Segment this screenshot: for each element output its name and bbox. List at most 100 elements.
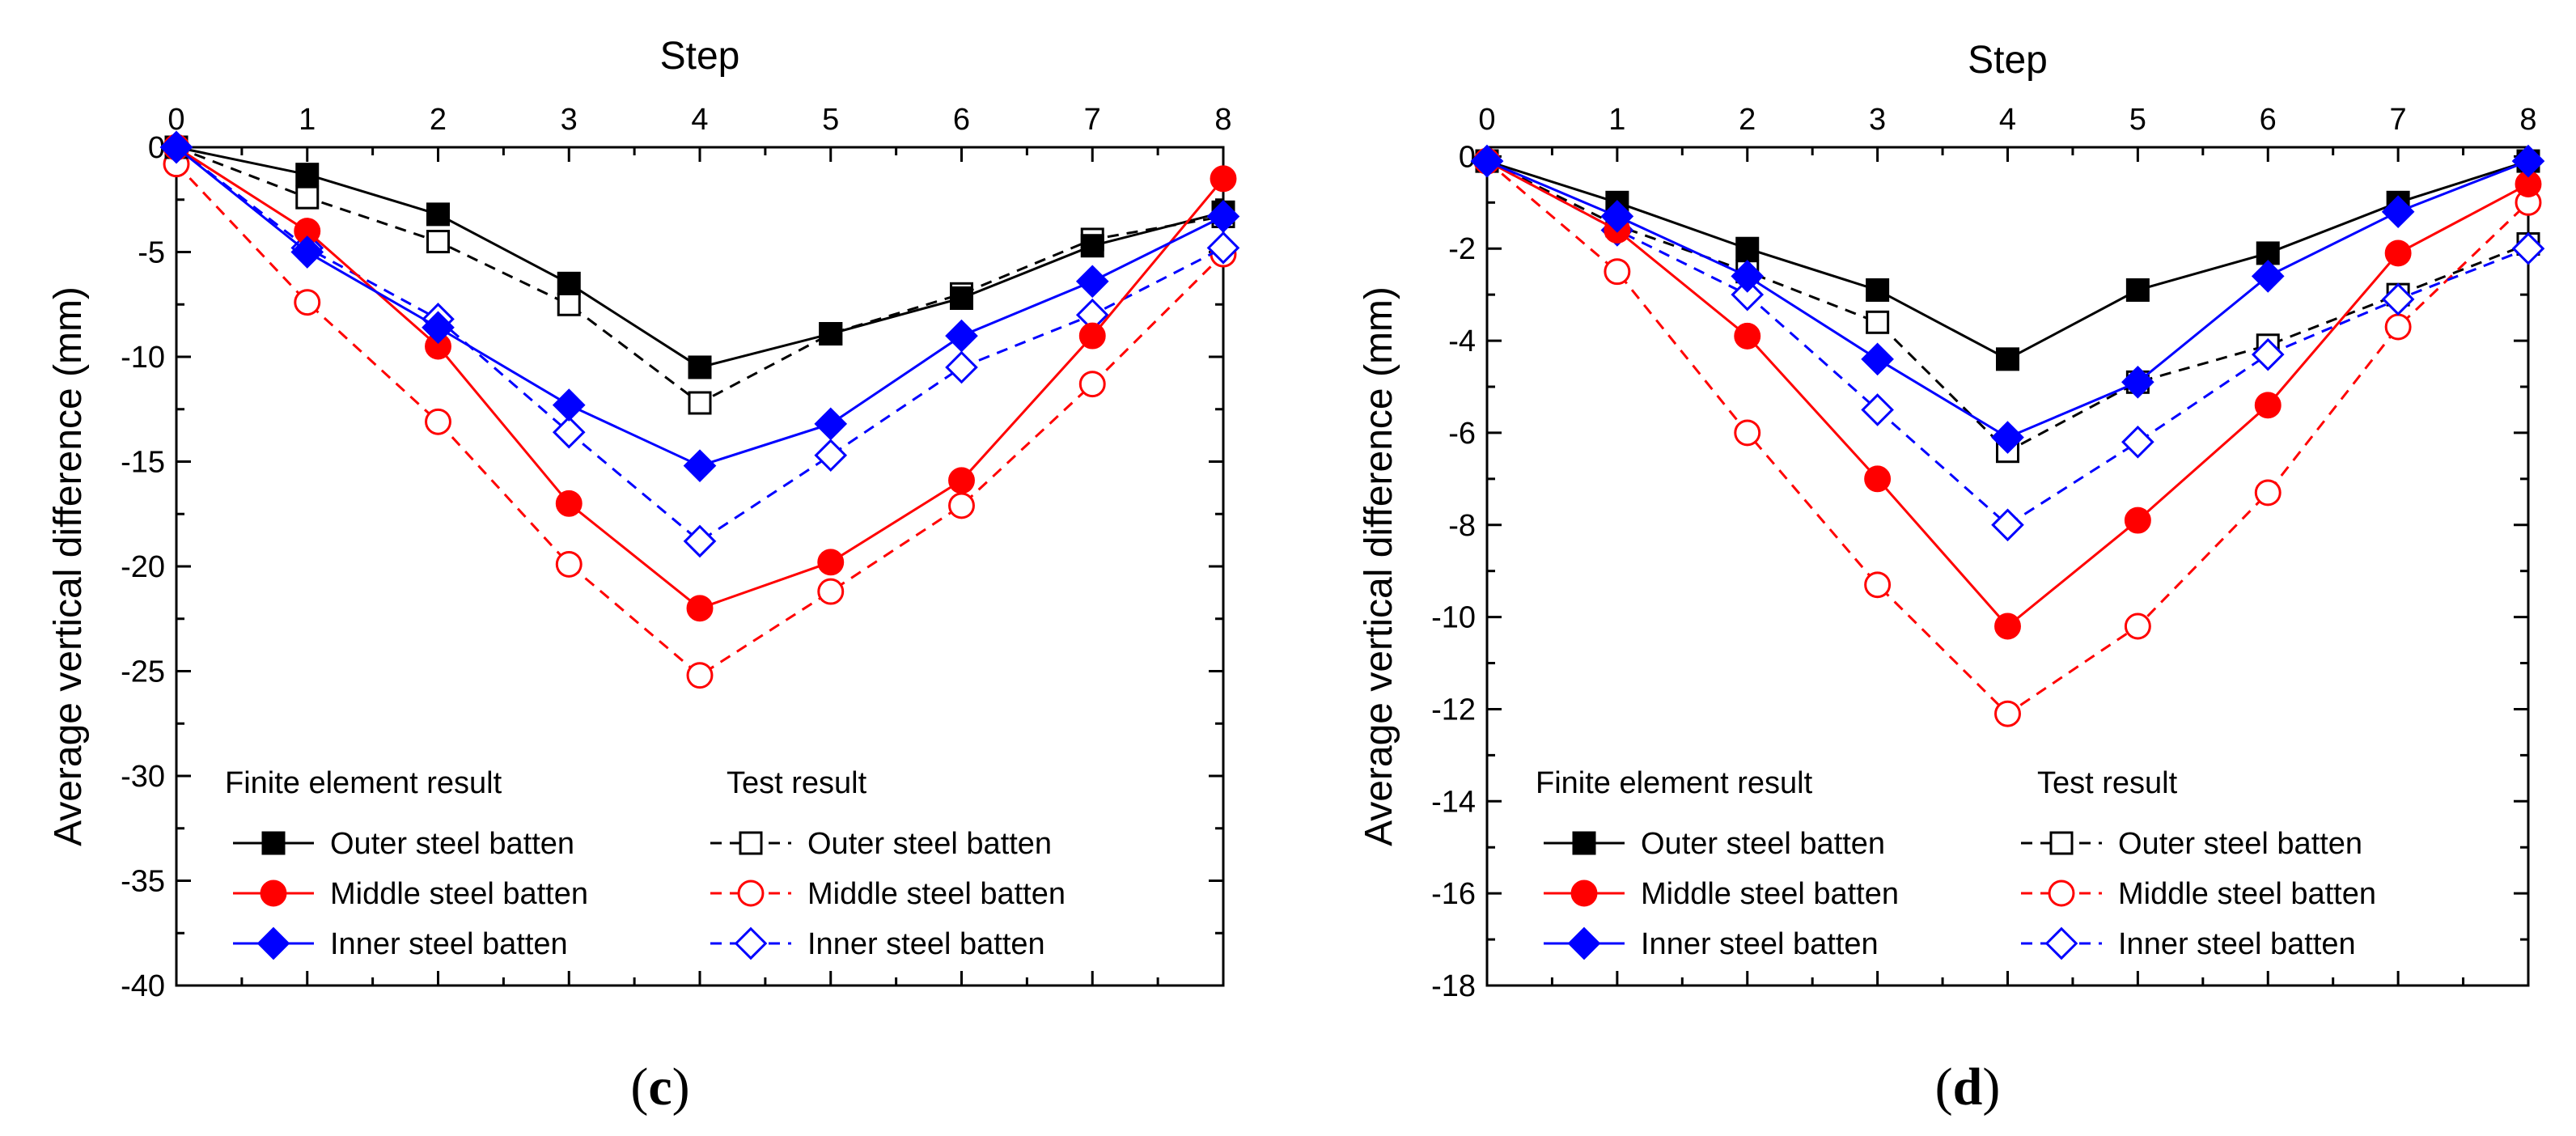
data-point <box>422 311 455 345</box>
series-fe-diamond <box>159 130 1240 483</box>
data-point <box>819 322 843 346</box>
data-point <box>688 391 712 415</box>
data-point <box>1991 421 2024 454</box>
series-line <box>176 146 1224 468</box>
legend-marker <box>2048 880 2075 907</box>
x-tick-label: 6 <box>953 103 970 137</box>
y-tick-label: -30 <box>121 760 165 794</box>
panel-label-open: ( <box>630 1058 648 1117</box>
legend-label: Inner steel batten <box>807 927 1045 961</box>
data-point <box>2125 278 2150 302</box>
data-point <box>1210 165 1237 193</box>
x-tick-label: 5 <box>2129 103 2146 137</box>
series-fe-diamond <box>1470 144 2545 454</box>
x-tick-label: 2 <box>430 103 447 137</box>
data-point <box>1861 393 1894 426</box>
y-tick-label: -4 <box>1448 324 1476 358</box>
data-point <box>945 350 978 384</box>
data-point <box>1734 322 1761 350</box>
x-tick-label: 7 <box>1084 103 1101 137</box>
legend-header: Finite element result <box>225 766 502 800</box>
y-tick-label: 0 <box>1459 140 1476 174</box>
y-tick-label: -10 <box>121 341 165 375</box>
y-tick-label: 0 <box>148 131 165 165</box>
series-line <box>176 146 1224 543</box>
data-point <box>290 235 324 269</box>
data-point <box>2121 425 2154 459</box>
data-point <box>295 163 320 187</box>
legend: Finite element result Test result Outer st… <box>225 766 1066 961</box>
legend-header: Test result <box>727 766 867 800</box>
series-line <box>176 146 1224 369</box>
x-tick-label: 5 <box>822 103 839 137</box>
legend-label: Outer steel batten <box>807 827 1052 861</box>
x-tick-label: 0 <box>1478 103 1495 137</box>
legend-marker <box>1570 880 1598 907</box>
data-point <box>2511 144 2545 178</box>
data-point <box>1866 278 1890 302</box>
series-test-circle <box>163 150 1237 689</box>
data-point <box>950 286 973 310</box>
data-point <box>686 595 714 622</box>
panel-label-letter: d <box>1953 1058 1983 1117</box>
legend-marker <box>256 926 290 960</box>
legend-marker <box>2044 926 2078 960</box>
x-axis-title: Step <box>660 35 740 78</box>
data-point <box>557 271 581 295</box>
y-axis: 0 -2 -4 -6 -8 -10 -12 -14 -16 -18 <box>1431 140 2528 1003</box>
x-tick-label: 8 <box>1214 103 1231 137</box>
data-point <box>2511 231 2545 265</box>
y-axis-title: Average vertical difference (mm) <box>47 286 90 846</box>
y-axis-title: Average vertical difference (mm) <box>1358 286 1400 846</box>
legend-label: Outer steel batten <box>330 827 574 861</box>
panel-label-open: ( <box>1935 1058 1953 1117</box>
data-point <box>1734 419 1761 447</box>
data-point <box>159 130 193 164</box>
series-line <box>1486 159 2529 361</box>
x-tick-label: 1 <box>299 103 316 137</box>
y-tick-label: -18 <box>1431 969 1476 1003</box>
x-tick-label: 0 <box>167 103 184 137</box>
x-axis-title: Step <box>1968 39 2048 82</box>
panel-label-close: ) <box>672 1058 690 1117</box>
data-point <box>1991 508 2024 542</box>
series-line <box>1486 159 2529 453</box>
data-point <box>426 230 450 254</box>
data-point <box>1996 347 2019 371</box>
data-point <box>295 185 320 210</box>
data-point <box>1075 265 1109 299</box>
y-tick-label: -40 <box>121 969 165 1003</box>
panel-label-letter: c <box>648 1058 672 1117</box>
data-point <box>814 439 848 473</box>
x-tick-label: 4 <box>1999 103 2016 137</box>
data-point <box>683 524 717 558</box>
x-tick-label: 3 <box>1869 103 1886 137</box>
y-tick-label: -10 <box>1431 601 1476 635</box>
data-point <box>948 492 975 519</box>
data-point <box>1731 260 1765 293</box>
data-point <box>817 549 845 576</box>
series-fe-circle <box>1473 147 2542 640</box>
legend-label: Outer steel batten <box>1641 827 1885 861</box>
y-axis: 0 -5 -10 -15 -20 -25 -30 -35 -40 <box>121 131 1223 1003</box>
data-point <box>1864 465 1892 493</box>
data-point <box>552 388 586 422</box>
data-point <box>2384 313 2412 341</box>
data-point <box>1600 200 1634 233</box>
legend-marker <box>1572 831 1596 855</box>
data-point <box>1861 342 1894 376</box>
data-point <box>2251 260 2285 293</box>
x-tick-label: 8 <box>2519 103 2536 137</box>
x-tick-label: 4 <box>691 103 708 137</box>
y-tick-label: -35 <box>121 865 165 899</box>
data-point <box>1080 234 1104 258</box>
series-line <box>1486 159 2529 629</box>
data-point <box>2254 479 2282 507</box>
data-point <box>2251 337 2285 371</box>
legend-marker <box>260 880 287 907</box>
legend-label: Middle steel batten <box>1641 877 1899 911</box>
data-point <box>555 550 583 578</box>
data-point <box>1470 144 1504 178</box>
data-point <box>683 449 717 483</box>
